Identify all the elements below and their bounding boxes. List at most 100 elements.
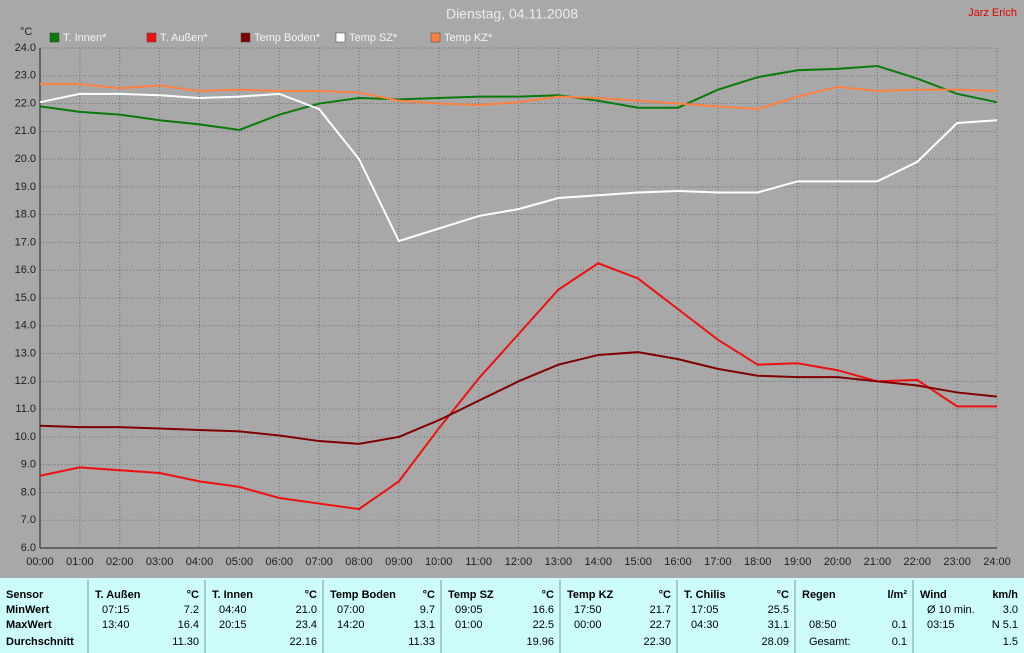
table-cell: 17:05 (691, 604, 719, 616)
series-line (39, 92, 998, 243)
y-tick-label: 15.0 (15, 292, 36, 304)
x-tick-label: 09:00 (385, 556, 413, 568)
x-tick-label: 21:00 (864, 556, 892, 568)
row-label: MaxWert (6, 619, 52, 631)
x-tick-label: 03:00 (146, 556, 174, 568)
series-line (39, 65, 998, 131)
table-cell: 28.09 (761, 636, 789, 648)
y-tick-label: 8.0 (21, 486, 36, 498)
table-cell: 14:20 (337, 619, 365, 631)
table-cell: 00:00 (574, 619, 602, 631)
y-tick-label: 24.0 (15, 42, 36, 54)
legend-swatch (240, 32, 251, 43)
legend-swatch (49, 32, 60, 43)
table-cell: 16.6 (533, 604, 554, 616)
table-cell: 0.1 (892, 636, 907, 648)
y-tick-label: 14.0 (15, 320, 36, 332)
table-cell: 04:30 (691, 619, 719, 631)
table-cell: Gesamt: (809, 636, 851, 648)
x-tick-label: 18:00 (744, 556, 772, 568)
column-unit: °C (305, 589, 317, 601)
x-tick-label: 08:00 (345, 556, 373, 568)
column-header: T. Chilis (684, 589, 726, 601)
column-unit: °C (423, 589, 435, 601)
table-background (0, 578, 1024, 653)
table-cell: 11.30 (172, 636, 199, 648)
legend-label: Temp KZ* (444, 32, 493, 44)
series-line (39, 351, 998, 445)
table-cell: 16.4 (178, 619, 199, 631)
series-line (39, 262, 997, 511)
table-cell: 11.33 (408, 636, 435, 648)
y-tick-label: 22.0 (15, 97, 36, 109)
legend-label: T. Außen* (160, 32, 208, 44)
column-header: Temp KZ (567, 589, 614, 601)
x-tick-label: 00:00 (26, 556, 54, 568)
table-cell: 3.0 (1003, 604, 1018, 616)
y-tick-label: 13.0 (15, 347, 36, 359)
y-tick-label: 21.0 (15, 125, 36, 137)
column-header: Temp Boden (330, 589, 396, 601)
table-cell: 31.1 (768, 619, 789, 631)
table-cell: 03:15 (927, 619, 955, 631)
y-tick-label: 17.0 (15, 236, 36, 248)
legend-swatch (430, 32, 441, 43)
x-tick-label: 10:00 (425, 556, 453, 568)
legend-swatch (335, 32, 346, 43)
column-unit: °C (777, 589, 789, 601)
column-unit: °C (659, 589, 671, 601)
y-tick-label: 10.0 (15, 431, 36, 443)
y-axis-label: °C (20, 26, 32, 38)
table-cell: 07:15 (102, 604, 130, 616)
table-cell: 13.1 (414, 619, 435, 631)
table-cell: 21.7 (650, 604, 671, 616)
author: Jarz Erich (968, 7, 1017, 19)
y-tick-label: 20.0 (15, 153, 36, 165)
y-tick-label: 18.0 (15, 209, 36, 221)
x-tick-label: 22:00 (903, 556, 931, 568)
y-tick-label: 9.0 (21, 459, 36, 471)
y-tick-label: 6.0 (21, 542, 36, 554)
table-cell: 13:40 (102, 619, 130, 631)
row-label: Sensor (6, 589, 44, 601)
table-cell: 0.1 (892, 619, 907, 631)
legend-label: T. Innen* (63, 32, 107, 44)
table-cell: 7.2 (184, 604, 199, 616)
table-cell: N 5.1 (992, 619, 1018, 631)
column-header: Wind (920, 589, 947, 601)
x-tick-label: 04:00 (186, 556, 214, 568)
table-cell: 23.4 (296, 619, 317, 631)
table-cell: 22.16 (289, 636, 317, 648)
chart-title: Dienstag, 04.11.2008 (446, 6, 578, 22)
x-tick-label: 12:00 (505, 556, 533, 568)
x-tick-label: 05:00 (226, 556, 254, 568)
series-line (40, 83, 998, 111)
x-tick-label: 02:00 (106, 556, 134, 568)
table-cell: 21.0 (296, 604, 317, 616)
x-tick-label: 13:00 (545, 556, 573, 568)
y-tick-label: 12.0 (15, 375, 36, 387)
row-label: Durchschnitt (6, 636, 74, 648)
table-cell: Ø 10 min. (927, 604, 975, 616)
x-tick-label: 01:00 (66, 556, 94, 568)
column-header: T. Außen (95, 589, 141, 601)
column-unit: °C (542, 589, 554, 601)
y-tick-label: 7.0 (21, 514, 36, 526)
legend-label: Temp SZ* (349, 32, 398, 44)
table-cell: 08:50 (809, 619, 837, 631)
legend-swatch (146, 32, 157, 43)
table-cell: 22.7 (650, 619, 671, 631)
legend-label: Temp Boden* (254, 32, 321, 44)
table-cell: 01:00 (455, 619, 483, 631)
x-tick-label: 17:00 (704, 556, 732, 568)
table-cell: 1.5 (1003, 636, 1018, 648)
y-tick-label: 23.0 (15, 70, 36, 82)
table-cell: 22.30 (643, 636, 671, 648)
x-tick-label: 19:00 (784, 556, 812, 568)
y-tick-label: 16.0 (15, 264, 36, 276)
x-tick-label: 16:00 (664, 556, 692, 568)
table-cell: 19.96 (526, 636, 554, 648)
row-label: MinWert (6, 604, 50, 616)
